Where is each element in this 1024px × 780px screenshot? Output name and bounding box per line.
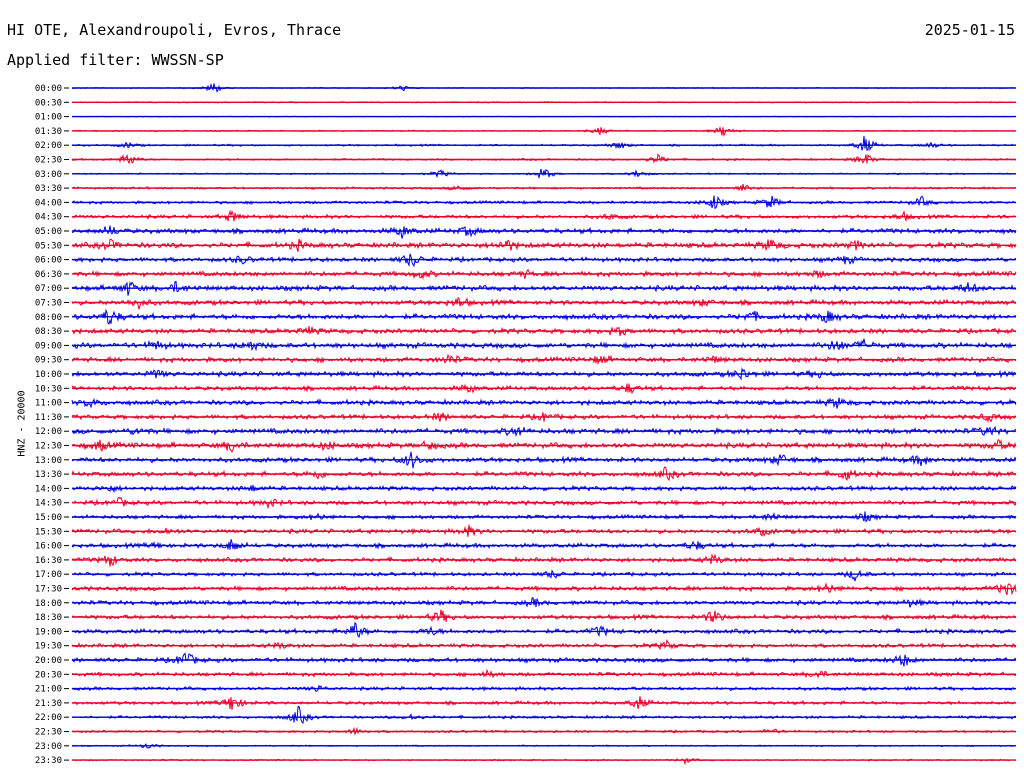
row-time-label: 18:30 [35,613,62,623]
row-time-label: 02:30 [35,156,62,166]
trace-0900 [71,338,1017,352]
row-time-label: 04:00 [35,198,62,208]
filter-label: Applied filter: WWSSN-SP [7,51,224,69]
row-time-label: 17:30 [35,585,62,595]
trace-1700 [71,569,1017,582]
trace-1630 [71,553,1017,567]
row-time-label: 20:00 [35,656,62,666]
row-time-label: 07:30 [35,299,62,309]
row-time-label: 16:00 [35,542,62,552]
row-time-label: 05:30 [35,241,62,251]
row-time-label: 00:30 [35,98,62,108]
row-time-label: 00:00 [35,84,62,94]
row-time-label: 08:30 [35,327,62,337]
trace-0530 [71,238,1017,253]
row-time-label: 12:00 [35,427,62,437]
row-time-label: 01:30 [35,127,62,137]
row-time-label: 13:00 [35,456,62,466]
trace-1900 [71,621,1017,638]
row-time-label: 12:30 [35,442,62,452]
row-time-label: 06:30 [35,270,62,280]
trace-1600 [71,539,1017,550]
row-time-label: 17:00 [35,570,62,580]
row-time-label: 03:00 [35,170,62,180]
trace-1200 [71,425,1017,438]
row-time-label: 11:30 [35,413,62,423]
row-time-label: 21:30 [35,699,62,709]
row-time-label: 10:30 [35,384,62,394]
row-time-label: 09:30 [35,356,62,366]
row-time-label: 14:00 [35,484,62,494]
row-time-label: 03:30 [35,184,62,194]
row-time-label: 15:00 [35,513,62,523]
station-title: HI OTE, Alexandroupoli, Evros, Thrace [7,21,342,39]
row-time-label: 16:30 [35,556,62,566]
trace-2200 [71,705,1017,724]
row-time-label: 23:00 [35,742,62,752]
trace-1930 [71,638,1017,651]
row-time-label: 07:00 [35,284,62,294]
row-time-label: 19:30 [35,642,62,652]
row-time-label: 10:00 [35,370,62,380]
trace-0200 [71,135,1017,152]
trace-1830 [71,609,1017,623]
trace-2330 [71,757,1017,766]
row-time-label: 22:00 [35,713,62,723]
row-time-label: 01:00 [35,113,62,123]
row-time-label: 09:00 [35,341,62,351]
row-time-label: 14:30 [35,499,62,509]
trace-1730 [71,582,1017,596]
row-time-label: 18:00 [35,599,62,609]
date-label: 2025-01-15 [924,21,1015,39]
trace-0730 [71,297,1017,310]
trace-0500 [71,225,1017,239]
row-time-label: 11:00 [35,399,62,409]
row-time-label: 22:30 [35,728,62,738]
row-time-label: 05:00 [35,227,62,237]
row-time-label: 23:30 [35,756,62,766]
row-time-label: 06:00 [35,256,62,266]
row-time-label: 08:00 [35,313,62,323]
row-time-label: 15:30 [35,527,62,537]
row-time-label: 19:00 [35,627,62,637]
row-time-label: 02:00 [35,141,62,151]
row-time-label: 21:00 [35,685,62,695]
row-time-label: 04:30 [35,213,62,223]
row-time-label: 20:30 [35,670,62,680]
row-time-label: 13:30 [35,470,62,480]
